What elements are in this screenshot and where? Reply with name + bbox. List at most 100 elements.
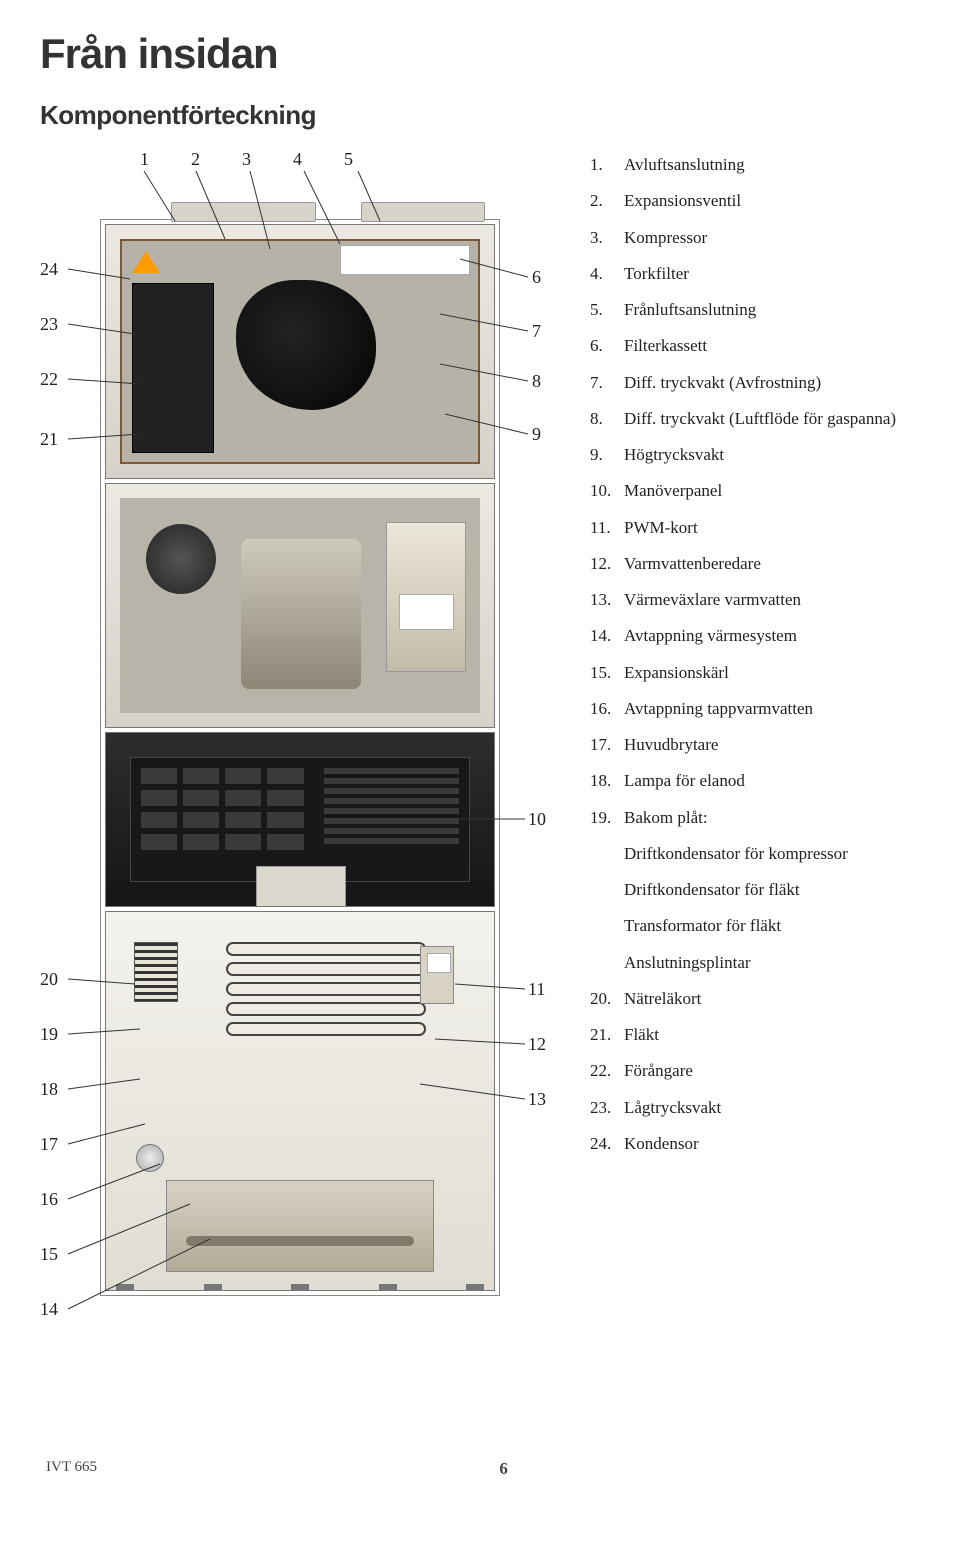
list-item-text: Lågtrycksvakt — [624, 1097, 920, 1118]
list-item: 17.Huvudbrytare — [590, 734, 920, 755]
list-item-number: 3. — [590, 227, 624, 248]
list-item-text: Expansionsventil — [624, 190, 920, 211]
list-item-number: 18. — [590, 770, 624, 791]
callout-17: 17 — [40, 1134, 58, 1155]
list-item: 9.Högtrycksvakt — [590, 444, 920, 465]
main-breaker — [420, 946, 454, 1004]
callout-10: 10 — [528, 809, 546, 830]
list-item: 7.Diff. tryckvakt (Avfrostning) — [590, 372, 920, 393]
callout-15: 15 — [40, 1244, 58, 1265]
callout-7: 7 — [532, 321, 541, 342]
list-item: 23.Lågtrycksvakt — [590, 1097, 920, 1118]
expansion-vessel — [166, 1180, 434, 1272]
list-item-number: 17. — [590, 734, 624, 755]
rating-label — [399, 594, 454, 630]
callouts-top: 1 2 3 4 5 — [140, 149, 353, 170]
list-item-number: 21. — [590, 1024, 624, 1045]
list-item-text: Kompressor — [624, 227, 920, 248]
filter-cassette — [340, 245, 470, 275]
section-compressor-chamber — [105, 483, 495, 728]
list-item-text: Expansionskärl — [624, 662, 920, 683]
list-item-text: Filterkassett — [624, 335, 920, 356]
flame-icon — [132, 251, 160, 273]
ventilation-grille — [134, 942, 178, 1002]
section-control-panel — [105, 732, 495, 907]
list-item-number: 7. — [590, 372, 624, 393]
diagram-column: 1 2 3 4 5 24 23 22 21 6 7 8 9 10 11 12 1… — [40, 149, 560, 1409]
callout-8: 8 — [532, 371, 541, 392]
list-item: 12.Varmvattenberedare — [590, 553, 920, 574]
list-item: 15.Expansionskärl — [590, 662, 920, 683]
list-item-text: Bakom plåt: — [624, 807, 920, 828]
list-item-number: 13. — [590, 589, 624, 610]
callout-2: 2 — [191, 149, 200, 170]
list-item-text: Torkfilter — [624, 263, 920, 284]
list-item-number: 15. — [590, 662, 624, 683]
list-item-text: Diff. tryckvakt (Avfrostning) — [624, 372, 920, 393]
list-item-number: 20. — [590, 988, 624, 1009]
drain-knob — [136, 1144, 164, 1172]
list-item: 21.Fläkt — [590, 1024, 920, 1045]
list-item: 18.Lampa för elanod — [590, 770, 920, 791]
list-item: 13.Värmeväxlare varmvatten — [590, 589, 920, 610]
list-item: 3.Kompressor — [590, 227, 920, 248]
panel-text-area — [314, 758, 469, 881]
condenser-plate — [132, 283, 214, 453]
list-item-number: 14. — [590, 625, 624, 646]
list-item: 10.Manöverpanel — [590, 480, 920, 501]
heating-coil — [226, 942, 426, 1042]
list-item: 16.Avtappning tappvarmvatten — [590, 698, 920, 719]
list-item-text: Nätreläkort — [624, 988, 920, 1009]
list-item-number: 6. — [590, 335, 624, 356]
list-item: 14.Avtappning värmesystem — [590, 625, 920, 646]
list-subitem: Anslutningsplintar — [590, 952, 920, 973]
list-item-text: Fläkt — [624, 1024, 920, 1045]
callout-20: 20 — [40, 969, 58, 990]
list-item: 19.Bakom plåt: — [590, 807, 920, 828]
callout-6: 6 — [532, 267, 541, 288]
list-item-text: Högtrycksvakt — [624, 444, 920, 465]
list-item: 5.Frånluftsanslutning — [590, 299, 920, 320]
list-item-text: Manöverpanel — [624, 480, 920, 501]
list-item-number: 2. — [590, 190, 624, 211]
list-item-text: Avluftsanslutning — [624, 154, 920, 175]
footer-page-number: 6 — [499, 1459, 508, 1479]
list-item-text: PWM-kort — [624, 517, 920, 538]
component-list: 1.Avluftsanslutning2.Expansionsventil3.K… — [590, 149, 920, 1409]
list-item-text: Avtappning värmesystem — [624, 625, 920, 646]
list-item-number: 23. — [590, 1097, 624, 1118]
list-item-number: 4. — [590, 263, 624, 284]
frame-feet — [106, 1284, 494, 1291]
list-item-number: 5. — [590, 299, 624, 320]
list-item-text: Varmvattenberedare — [624, 553, 920, 574]
list-subitem: Transformator för fläkt — [590, 915, 920, 936]
top-cap-left — [171, 202, 316, 222]
list-item: 6.Filterkassett — [590, 335, 920, 356]
list-item-text: Avtappning tappvarmvatten — [624, 698, 920, 719]
callout-5: 5 — [344, 149, 353, 170]
list-item: 8.Diff. tryckvakt (Luftflöde för gaspann… — [590, 408, 920, 429]
callout-22: 22 — [40, 369, 58, 390]
list-item-text: Frånluftsanslutning — [624, 299, 920, 320]
list-item-number: 1. — [590, 154, 624, 175]
list-item: 20.Nätreläkort — [590, 988, 920, 1009]
list-item: 2.Expansionsventil — [590, 190, 920, 211]
list-item-text: Diff. tryckvakt (Luftflöde för gaspanna) — [624, 408, 920, 429]
list-item-number: 24. — [590, 1133, 624, 1154]
callout-19: 19 — [40, 1024, 58, 1045]
callout-21: 21 — [40, 429, 58, 450]
section-lower-unit — [105, 911, 495, 1291]
top-cap-right — [361, 202, 485, 222]
list-item-number: 16. — [590, 698, 624, 719]
panel-keypad — [256, 866, 346, 907]
list-item-text: Förångare — [624, 1060, 920, 1081]
apparatus-frame — [100, 219, 500, 1296]
base-pipe — [186, 1236, 414, 1246]
callout-24: 24 — [40, 259, 58, 280]
list-subitem: Driftkondensator för fläkt — [590, 879, 920, 900]
list-item-number: 9. — [590, 444, 624, 465]
list-item-number: 19. — [590, 807, 624, 828]
callout-12: 12 — [528, 1034, 546, 1055]
callout-3: 3 — [242, 149, 251, 170]
callout-14: 14 — [40, 1299, 58, 1320]
